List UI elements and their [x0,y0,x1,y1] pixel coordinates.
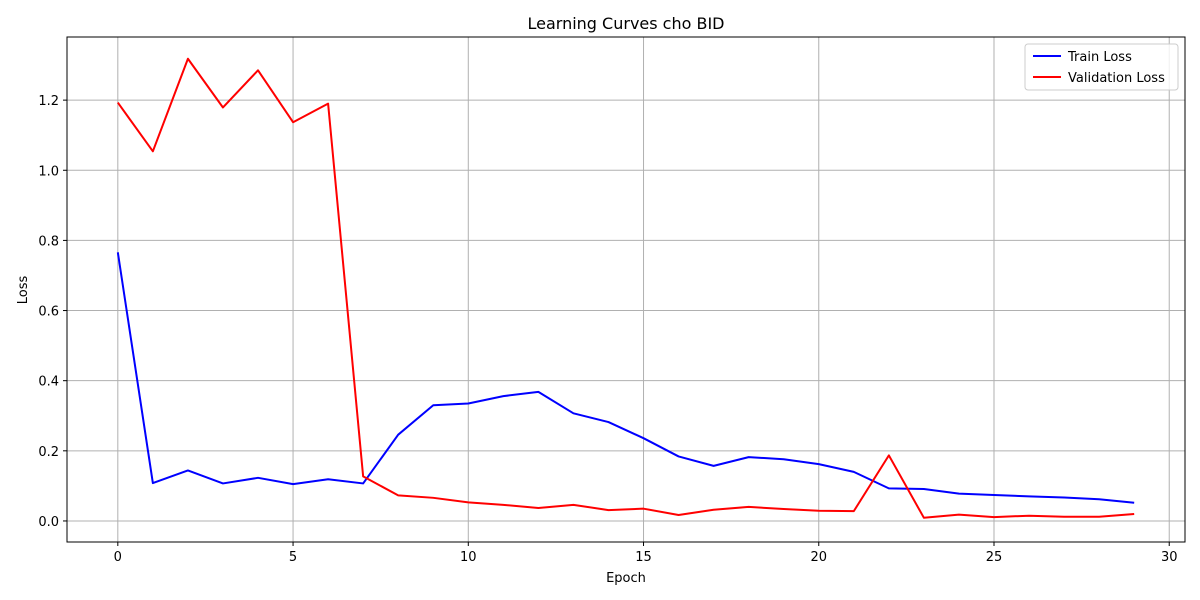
x-tick-label: 10 [460,550,477,565]
y-tick-label: 1.0 [38,164,59,179]
y-tick-label: 0.6 [38,305,59,320]
y-tick-label: 0.2 [38,445,59,460]
x-tick-label: 15 [635,550,652,565]
x-axis-label: Epoch [606,571,646,586]
legend: Train Loss Validation Loss [1024,43,1179,91]
x-tick-label: 20 [810,550,827,565]
y-tick-label: 0.8 [38,234,59,249]
y-tick-label: 0.4 [38,375,59,390]
legend-label-train: Train Loss [1067,50,1132,65]
x-tick-label: 5 [289,550,297,565]
plot-frame [66,36,1186,543]
grid-layer [67,37,1185,542]
series-layer [116,57,1135,519]
chart-title: Learning Curves cho BID [528,14,725,33]
validation-loss-line [117,57,1135,519]
x-tick-label: 25 [986,550,1003,565]
y-axis-label: Loss [16,276,31,305]
legend-label-validation: Validation Loss [1068,71,1165,86]
y-tick-label: 0.0 [38,515,59,530]
train-loss-line [116,252,1135,504]
legend-box [1024,43,1179,91]
x-tick-label: 0 [114,550,122,565]
ticks-layer: 0 5 10 15 20 25 30 0.0 0.2 0.4 0.6 0.8 1.0 1.2 [38,94,1177,565]
x-tick-label: 30 [1161,550,1178,565]
y-tick-label: 1.2 [38,94,59,109]
